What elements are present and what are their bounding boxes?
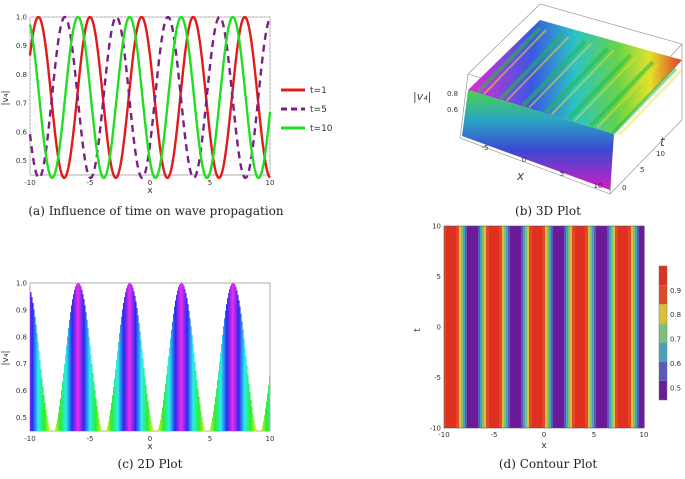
panel-a-y-tick-label: 0.7 xyxy=(16,100,27,108)
panel-d-colorbar-swatch xyxy=(659,304,667,323)
panel-d-bands xyxy=(444,226,645,428)
panel-b-x-tick-label: -5 xyxy=(482,144,489,152)
panel-d-x-tick-label: 0 xyxy=(542,431,546,439)
panel-c-x-tick-label: -10 xyxy=(24,435,35,443)
panel-c-y-label: |v₄| xyxy=(1,351,11,366)
panel-d-colorbar-swatch xyxy=(659,381,667,400)
panel-b-x-label: x xyxy=(516,169,525,183)
panel-c-area-slice xyxy=(204,430,206,431)
panel-d-colorbar-tick-label: 0.6 xyxy=(670,360,682,368)
panel-d-colorbar-swatch xyxy=(659,343,667,362)
panel-d-colorbar-swatch xyxy=(659,323,667,342)
panel-d-colorbar-swatch xyxy=(659,362,667,381)
panel-b-x-tick-label: 0 xyxy=(522,156,526,164)
panel-a-y-ticks: 0.5 0.6 0.7 0.8 0.9 1.0 xyxy=(16,14,28,166)
panel-b-x-tick-label: 10 xyxy=(594,182,603,190)
panel-d-colorbar-tick-label: 0.5 xyxy=(670,384,681,392)
panel-c-y-tick-label: 0.6 xyxy=(16,387,28,395)
panel-c-area-slice xyxy=(269,377,271,431)
panel-d-colorbar: 0.5 0.6 0.7 0.8 0.9 xyxy=(659,266,682,400)
panel-d-x-tick-label: 10 xyxy=(640,431,649,439)
panel-c-x-label: x xyxy=(147,442,153,452)
panel-d-colorbar-swatch xyxy=(659,266,667,285)
panel-d-y-tick-label: -5 xyxy=(434,374,441,382)
panel-d-y-tick-label: 0 xyxy=(437,324,441,332)
panel-a-y-tick-label: 0.6 xyxy=(16,128,28,136)
panel-b-z-tick-label: 0.6 xyxy=(447,106,459,114)
panel-d-colorbar-tick-label: 0.9 xyxy=(670,287,681,295)
panel-c-y-tick-label: 0.9 xyxy=(16,306,27,314)
panel-a-y-tick-label: 1.0 xyxy=(16,14,27,22)
panel-c-fill xyxy=(30,283,271,431)
panel-d-colorbar-tick-label: 0.8 xyxy=(670,311,681,319)
caption-b: (b) 3D Plot xyxy=(515,204,581,218)
panel-c-y-ticks: 0.5 0.6 0.7 0.8 0.9 1.0 xyxy=(16,280,28,423)
caption-d: (d) Contour Plot xyxy=(499,457,597,471)
panel-a-y-tick-label: 0.5 xyxy=(16,157,27,165)
panel-d-y-tick-label: 5 xyxy=(437,273,441,281)
panel-b-x-tick-label: 5 xyxy=(560,170,564,178)
panel-b-t-tick-label: 10 xyxy=(656,150,665,158)
panel-a-y-tick-label: 0.9 xyxy=(16,42,27,50)
panel-c-y-tick-label: 1.0 xyxy=(16,280,27,288)
panel-c-x-tick-label: 10 xyxy=(266,435,275,443)
panel-b-z-tick-label: 0.8 xyxy=(447,90,458,98)
panel-c-area-slice xyxy=(100,428,102,431)
panel-a-x-label: x xyxy=(147,186,153,196)
panel-a-x-tick-label: 10 xyxy=(266,179,275,187)
panel-c-y-tick-label: 0.7 xyxy=(16,360,27,368)
panel-a-x-tick-label: 5 xyxy=(208,179,212,187)
panel-c-area-slice xyxy=(49,430,51,431)
panel-a-legend-label-2: t=5 xyxy=(310,105,327,115)
panel-a-legend-label-1: t=1 xyxy=(310,86,327,96)
panel-a-legend: t=1 t=5 t=10 xyxy=(281,86,333,134)
panel-d-colorbar-swatch xyxy=(659,285,667,304)
caption-a: (a) Influence of time on wave propagatio… xyxy=(28,204,284,218)
panel-a-y-label: |v₄| xyxy=(1,91,11,106)
panel-d-x-label: x xyxy=(541,441,547,451)
panel-b-t-tick-label: 0 xyxy=(622,184,626,192)
panel-d-colorbar-tick-label: 0.7 xyxy=(670,336,681,344)
panel-d-x-tick-label: -5 xyxy=(491,431,498,439)
panel-c-x-tick-label: -5 xyxy=(87,435,94,443)
panel-b-z-label: |v₄| xyxy=(413,90,431,103)
panel-c-area-slice xyxy=(255,428,257,431)
panel-d-y-tick-label: 10 xyxy=(432,223,441,231)
panel-c-area-slice xyxy=(152,429,154,431)
panel-b-t-tick-label: 5 xyxy=(640,166,644,174)
panel-a-legend-label-3: t=10 xyxy=(310,124,333,134)
panel-c-y-tick-label: 0.8 xyxy=(16,333,27,341)
panel-d-y-ticks: -10 -5 0 5 10 xyxy=(430,223,441,433)
panel-d-y-label: t xyxy=(413,328,423,332)
panel-d-x-tick-label: 5 xyxy=(592,431,596,439)
caption-c: (c) 2D Plot xyxy=(118,457,183,471)
panel-a-x-tick-label: -10 xyxy=(24,179,35,187)
panel-b-t-ticks: 0 5 10 xyxy=(622,150,665,192)
panel-a-y-tick-label: 0.8 xyxy=(16,71,27,79)
panel-c-y-tick-label: 0.5 xyxy=(16,414,27,422)
panel-d-y-tick-label: -10 xyxy=(430,425,441,433)
panel-a-x-tick-label: -5 xyxy=(87,179,94,187)
panel-b-z-ticks: 0.6 0.8 xyxy=(447,90,459,114)
panel-c-x-tick-label: 5 xyxy=(208,435,212,443)
